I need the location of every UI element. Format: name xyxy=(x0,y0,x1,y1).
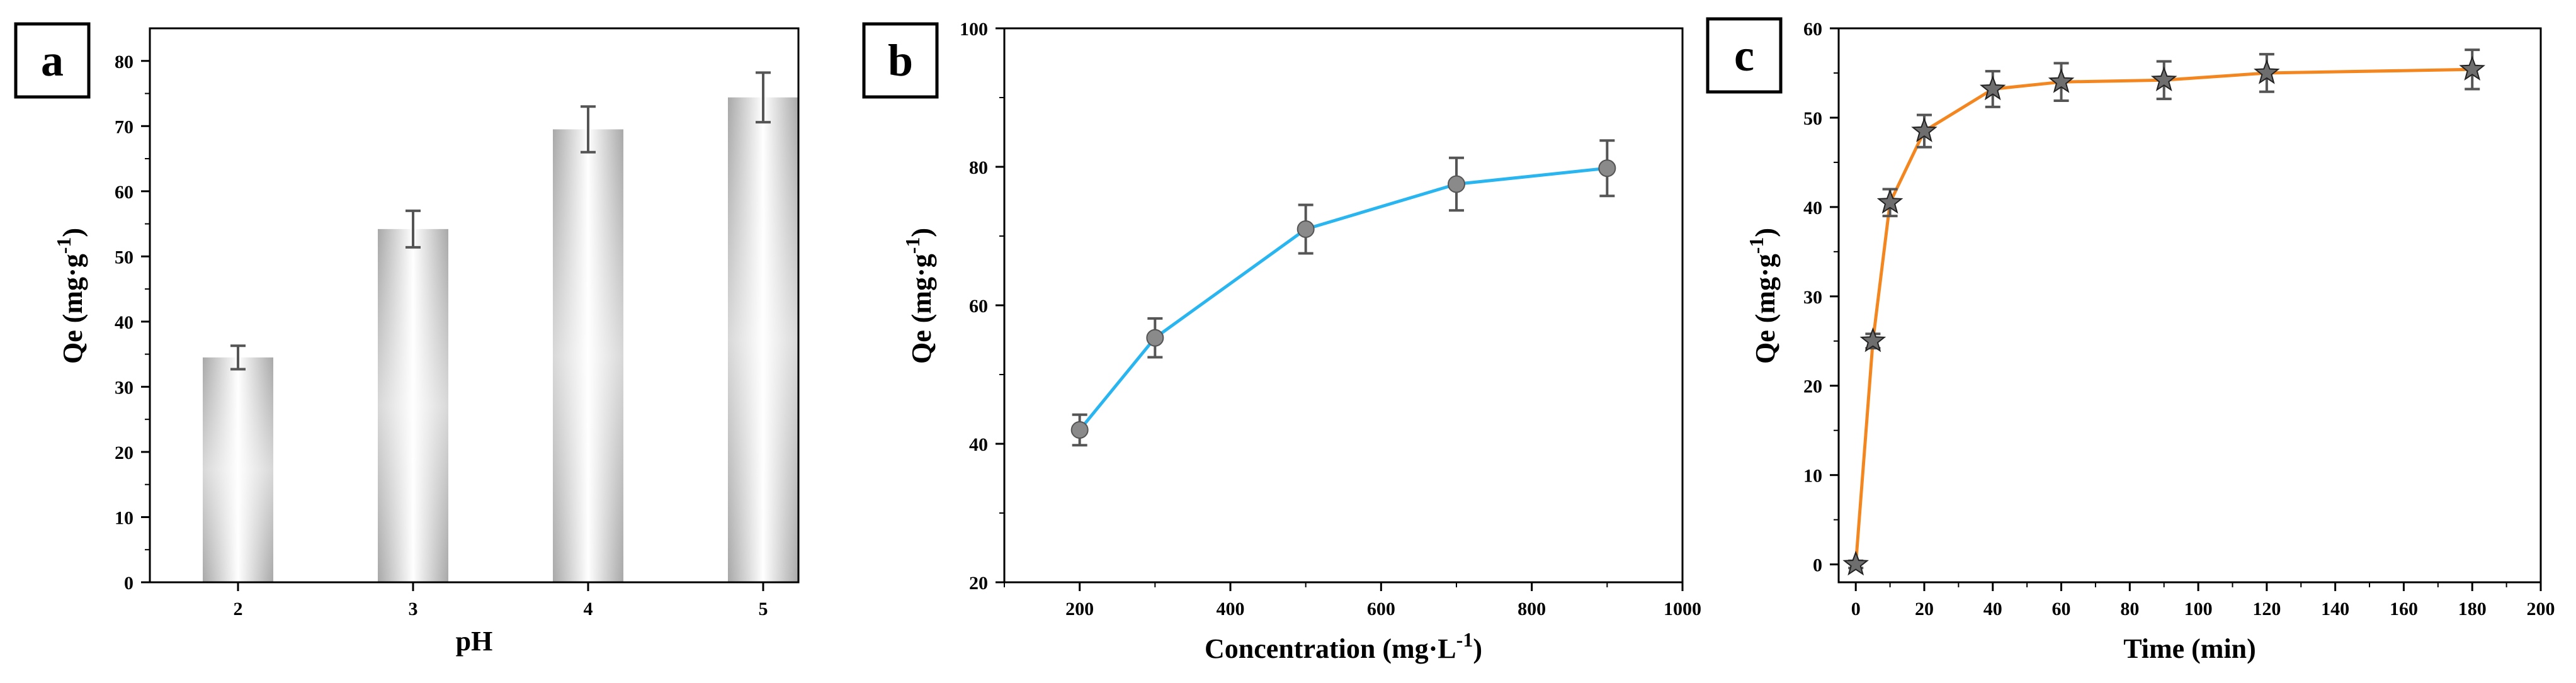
panel-label: a xyxy=(41,35,64,86)
x-tick-label: 80 xyxy=(2120,599,2139,619)
x-axis-label: Time (min) xyxy=(2123,633,2256,664)
data-point-200 xyxy=(1070,421,1089,439)
y-tick-label: 40 xyxy=(115,312,133,333)
x-tick-label: 40 xyxy=(1983,599,2002,619)
x-tick-label: 2 xyxy=(234,599,243,619)
y-tick-label: 0 xyxy=(124,573,133,594)
series-line xyxy=(1078,166,1608,431)
panel-label-box xyxy=(1706,17,1783,94)
y-tick-label: 30 xyxy=(115,377,133,398)
x-tick-label: 120 xyxy=(2252,599,2281,619)
y-tick-label: 50 xyxy=(115,247,133,268)
y-axis-label-close: ) xyxy=(1750,228,1781,237)
y-tick-label: 0 xyxy=(1813,555,1822,576)
panel-label: b xyxy=(888,35,913,86)
x-tick-label: 400 xyxy=(1217,599,1245,619)
series-line xyxy=(1854,67,2473,565)
x-tick-label: 140 xyxy=(2321,599,2349,619)
plot-frame xyxy=(1003,27,1684,584)
data-point-5 xyxy=(1859,327,1887,353)
y-tick-label: 20 xyxy=(1803,376,1822,397)
y-axis-label-text: Qe (mg·g xyxy=(1750,254,1781,364)
y-tick-label: 60 xyxy=(1803,19,1822,40)
y-tick-label: 20 xyxy=(115,443,133,463)
x-tick-label: 20 xyxy=(1915,599,1934,619)
y-axis-label: Qe (mg·g-1) xyxy=(901,228,937,364)
bar-highlight-5 xyxy=(728,97,798,582)
y-tick-label: 100 xyxy=(960,19,988,40)
panel-c: 0 20 40 60 80 100 120 140 160 180 200 0 10 20 30 40 50 60… xyxy=(1706,17,2555,664)
y-tick-label: 80 xyxy=(969,157,988,178)
x-axis-label-text: Concentration (mg·L xyxy=(1205,633,1456,664)
y-axis-label: Qe (mg·g-1) xyxy=(1745,228,1781,364)
x-tick-label: 3 xyxy=(409,599,418,619)
y-axis-label-close: ) xyxy=(906,228,937,237)
y-tick-label: 60 xyxy=(115,182,133,203)
panel-b: 200 400 600 800 1000 20 40 60 80 100 Concentration… xyxy=(862,19,1701,664)
data-point-120 xyxy=(2254,59,2280,84)
y-tick-label: 50 xyxy=(1803,108,1822,129)
x-axis-label-close: ) xyxy=(1473,633,1482,664)
x-tick-label: 0 xyxy=(1851,599,1861,619)
y-axis-label-superscript: -1 xyxy=(1745,237,1767,254)
y-tick-label: 60 xyxy=(969,296,988,317)
panel-label-box xyxy=(862,22,939,99)
y-axis-label-superscript: -1 xyxy=(52,237,75,254)
y-tick-label: 10 xyxy=(115,507,133,528)
x-tick-label: 4 xyxy=(584,599,593,619)
bar-highlight-4 xyxy=(553,129,623,582)
x-tick-label: 600 xyxy=(1367,599,1395,619)
data-point-10 xyxy=(1876,188,1904,214)
x-tick-label: 180 xyxy=(2458,599,2487,619)
y-tick-label: 30 xyxy=(1803,287,1822,308)
x-tick-label: 200 xyxy=(1065,599,1094,619)
panel-label: c xyxy=(1734,30,1754,81)
data-point-90 xyxy=(2150,66,2177,92)
x-tick-label: 5 xyxy=(759,599,768,619)
data-point-180 xyxy=(2459,55,2486,81)
x-tick-label: 160 xyxy=(2390,599,2418,619)
data-point-900 xyxy=(1598,159,1616,178)
y-axis-label: Qe (mg·g-1) xyxy=(52,228,88,364)
x-axis-label: pH xyxy=(456,626,493,657)
data-point-60 xyxy=(2048,68,2075,93)
x-tick-label: 60 xyxy=(2052,599,2071,619)
y-tick-label: 10 xyxy=(1803,466,1822,487)
x-tick-label: 1000 xyxy=(1664,599,1701,619)
y-tick-label: 40 xyxy=(1803,198,1822,218)
data-point-700 xyxy=(1448,175,1465,193)
bar-highlight-2 xyxy=(203,357,273,582)
data-point-20 xyxy=(1911,117,1938,142)
y-axis-label-text: Qe (mg·g xyxy=(57,254,88,364)
x-axis-label-superscript: -1 xyxy=(1456,628,1473,651)
plot-frame xyxy=(149,27,800,584)
data-point-0 xyxy=(1842,550,1870,576)
x-axis-label: Concentration (mg·L-1) xyxy=(1205,628,1482,664)
bar-highlight-3 xyxy=(378,229,448,582)
y-axis-label-superscript: -1 xyxy=(901,237,924,254)
y-tick-label: 70 xyxy=(115,116,133,137)
x-tick-label: 800 xyxy=(1518,599,1546,619)
y-tick-label: 80 xyxy=(115,52,133,72)
y-axis-label-text: Qe (mg·g xyxy=(906,254,937,364)
y-tick-label: 40 xyxy=(969,434,988,455)
data-point-500 xyxy=(1297,220,1315,238)
y-tick-label: 20 xyxy=(969,573,988,594)
data-point-300 xyxy=(1146,329,1164,347)
x-tick-label: 100 xyxy=(2184,599,2213,619)
plot-frame xyxy=(1837,27,2542,584)
data-point-40 xyxy=(1980,75,2006,101)
panel-label-box xyxy=(14,22,91,99)
x-tick-label: 200 xyxy=(2527,599,2555,619)
y-axis-label-close: ) xyxy=(57,228,88,237)
